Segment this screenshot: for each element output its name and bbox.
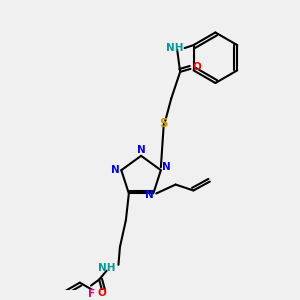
Text: F: F: [88, 289, 95, 299]
Text: S: S: [160, 117, 168, 130]
Text: N: N: [137, 146, 146, 155]
Text: N: N: [145, 190, 153, 200]
Text: NH: NH: [166, 43, 183, 53]
Text: N: N: [111, 165, 120, 175]
Text: O: O: [192, 62, 201, 72]
Text: N: N: [162, 162, 171, 172]
Text: NH: NH: [98, 263, 116, 273]
Text: O: O: [98, 288, 106, 298]
